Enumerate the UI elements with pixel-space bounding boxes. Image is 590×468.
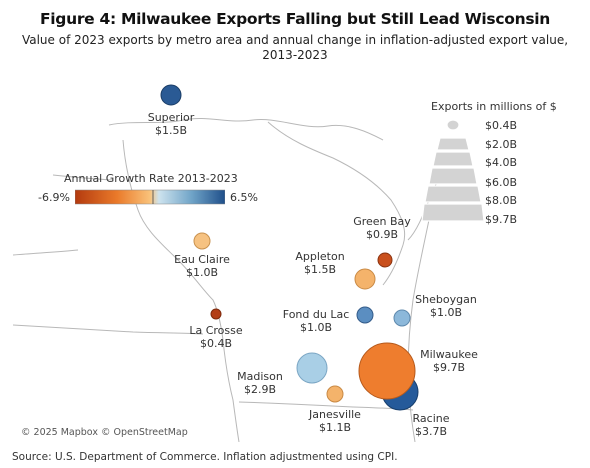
label-green-bay: Green Bay $0.9B bbox=[353, 215, 411, 241]
color-legend-min: -6.9% bbox=[38, 191, 70, 204]
mn-ia-border bbox=[13, 324, 204, 335]
wi-mi-border bbox=[267, 121, 406, 246]
label-eau-claire: Eau Claire $1.0B bbox=[174, 253, 230, 279]
city-value: $1.0B bbox=[185, 266, 219, 279]
figure-title: Figure 4: Milwaukee Exports Falling but … bbox=[39, 10, 550, 28]
color-legend-title: Annual Growth Rate 2013-2023 bbox=[64, 172, 238, 185]
label-racine: Racine $3.7B bbox=[413, 412, 450, 438]
lake-superior-shoreline bbox=[108, 117, 384, 141]
figure-subtitle: Value of 2023 exports by metro area and … bbox=[21, 33, 569, 62]
city-value: $0.4B bbox=[199, 337, 233, 350]
county-line-2 bbox=[13, 249, 79, 256]
size-legend-shapes bbox=[421, 119, 485, 222]
city-value: $1.0B bbox=[299, 321, 333, 334]
label-milwaukee: Milwaukee $9.7B bbox=[420, 348, 478, 374]
city-value: $2.9B bbox=[243, 383, 277, 396]
size-shape-4 bbox=[424, 185, 482, 203]
label-fond-du-lac: Fond du Lac $1.0B bbox=[283, 308, 349, 334]
city-name: La Crosse bbox=[189, 324, 243, 337]
size-legend-val-1: $2.0B bbox=[485, 138, 518, 151]
map-attribution[interactable]: © 2025 Mapbox © OpenStreetMap bbox=[21, 427, 188, 438]
state-borders bbox=[13, 117, 446, 442]
city-name: Sheboygan bbox=[415, 293, 477, 306]
label-sheboygan: Sheboygan $1.0B bbox=[415, 293, 477, 319]
city-name: Janesville bbox=[309, 408, 361, 421]
city-name: Madison bbox=[237, 370, 283, 383]
city-value: $1.5B bbox=[154, 124, 188, 137]
bubble-fond-du-lac[interactable] bbox=[356, 306, 374, 324]
size-shape-2 bbox=[432, 151, 474, 167]
bubble-green-bay[interactable] bbox=[377, 252, 393, 268]
map-basemap bbox=[13, 117, 485, 442]
city-name: Appleton bbox=[295, 250, 345, 263]
size-legend-title: Exports in millions of $ bbox=[431, 100, 557, 113]
color-legend-bar bbox=[75, 189, 225, 205]
city-name: Green Bay bbox=[353, 215, 411, 228]
bubble-eau-claire[interactable] bbox=[193, 232, 211, 250]
bubble-superior[interactable] bbox=[160, 84, 182, 106]
city-name: Superior bbox=[147, 111, 195, 124]
label-madison: Madison $2.9B bbox=[237, 370, 283, 396]
city-name: Milwaukee bbox=[420, 348, 478, 361]
bubble-janesville[interactable] bbox=[326, 385, 344, 403]
lake-michigan-shoreline bbox=[407, 209, 432, 442]
city-value: $9.7B bbox=[432, 361, 466, 374]
bubble-madison[interactable] bbox=[296, 352, 328, 384]
city-name: Fond du Lac bbox=[282, 308, 350, 321]
size-legend-val-4: $8.0B bbox=[485, 194, 518, 207]
bubble-la-crosse[interactable] bbox=[210, 308, 222, 320]
city-name: Racine bbox=[412, 412, 450, 425]
label-superior: Superior $1.5B bbox=[148, 111, 195, 137]
city-name: Eau Claire bbox=[174, 253, 230, 266]
bubble-appleton[interactable] bbox=[354, 268, 376, 290]
size-legend-val-2: $4.0B bbox=[485, 156, 518, 169]
size-legend-val-0: $0.4B bbox=[485, 119, 518, 132]
size-legend-val-5: $9.7B bbox=[485, 213, 518, 226]
city-value: $0.9B bbox=[365, 228, 399, 241]
city-value: $3.7B bbox=[414, 425, 448, 438]
bubble-milwaukee[interactable] bbox=[358, 342, 416, 400]
size-legend-val-3: $6.0B bbox=[485, 176, 518, 189]
size-shape-3 bbox=[428, 167, 478, 185]
map-panel[interactable]: Annual Growth Rate 2013-2023 -6.9% 6.5% … bbox=[13, 80, 569, 442]
city-value: $1.1B bbox=[318, 421, 352, 434]
wi-mn-border bbox=[122, 139, 240, 442]
city-value: $1.0B bbox=[429, 306, 463, 319]
label-la-crosse: La Crosse $0.4B bbox=[189, 324, 242, 350]
county-line-1 bbox=[52, 174, 114, 181]
size-shape-5 bbox=[421, 203, 485, 222]
label-appleton: Appleton $1.5B bbox=[295, 250, 344, 276]
bubble-sheboygan[interactable] bbox=[393, 309, 411, 327]
city-bubbles bbox=[160, 84, 419, 411]
size-shape-1 bbox=[436, 137, 470, 151]
label-janesville: Janesville $1.1B bbox=[309, 408, 361, 434]
source-note: Source: U.S. Department of Commerce. Inf… bbox=[12, 451, 398, 463]
city-value: $1.5B bbox=[303, 263, 337, 276]
size-shape-0 bbox=[446, 119, 460, 131]
color-legend-max: 6.5% bbox=[230, 191, 258, 204]
